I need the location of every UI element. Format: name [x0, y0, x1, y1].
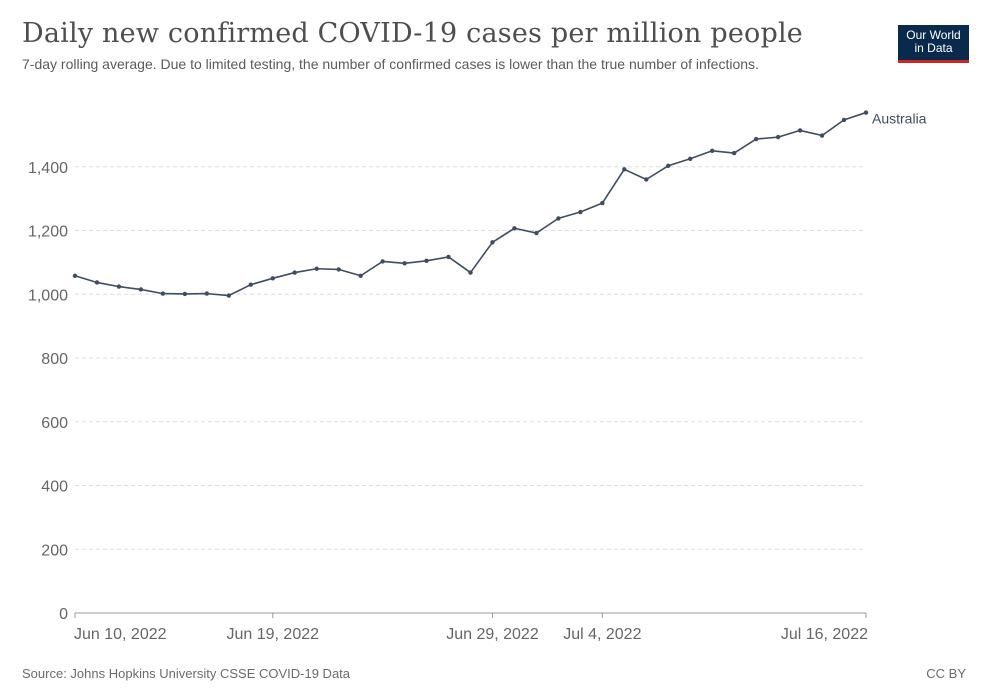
data-point — [753, 136, 759, 142]
x-tick-label: Jun 19, 2022 — [226, 626, 319, 643]
data-point — [248, 282, 253, 287]
data-point — [841, 117, 847, 123]
logo-line-1: Our World — [906, 28, 961, 42]
data-point — [446, 254, 451, 260]
y-tick-label: 0 — [59, 606, 68, 623]
data-point — [666, 163, 671, 168]
y-tick-label: 800 — [41, 351, 68, 368]
data-point — [226, 293, 232, 298]
data-point — [622, 167, 627, 172]
data-point — [709, 148, 715, 154]
data-point — [160, 291, 166, 296]
data-point — [402, 261, 407, 266]
data-point — [424, 258, 429, 263]
chart-subtitle: 7-day rolling average. Due to limited te… — [22, 56, 759, 72]
data-point — [270, 276, 275, 281]
data-point — [336, 267, 341, 272]
data-point — [182, 291, 188, 297]
data-point — [490, 240, 495, 245]
y-tick-label: 1,000 — [28, 287, 68, 304]
data-point — [204, 291, 210, 296]
y-tick-label: 1,200 — [28, 224, 68, 241]
logo-line-2: in Data — [914, 41, 953, 55]
x-tick-label: Jun 29, 2022 — [446, 626, 539, 643]
data-point — [819, 133, 825, 138]
x-tick-label: Jun 10, 2022 — [74, 626, 167, 643]
data-point — [534, 230, 539, 236]
x-tick-label: Jul 4, 2022 — [563, 626, 641, 643]
data-point — [731, 150, 737, 156]
data-point — [138, 287, 144, 292]
source-note[interactable]: Source: Johns Hopkins University CSSE CO… — [22, 666, 351, 681]
series-points — [72, 110, 869, 298]
axes: 0 200 400 600 800 1,000 1,200 1,400 Jun 10, 2022… — [28, 160, 868, 643]
data-point — [775, 134, 781, 140]
data-point — [556, 216, 561, 221]
owid-logo[interactable]: Our World in Data — [898, 25, 969, 63]
data-point — [94, 280, 100, 285]
data-point — [380, 259, 385, 264]
gridlines — [75, 166, 866, 550]
y-tick-label: 200 — [41, 542, 68, 559]
chart-title: Daily new confirmed COVID-19 cases per m… — [22, 18, 803, 49]
data-point — [358, 273, 363, 278]
series-line-australia — [74, 111, 867, 297]
data-point — [644, 177, 649, 182]
data-point — [688, 156, 693, 161]
license-label[interactable]: CC BY — [926, 666, 966, 681]
y-tick-label: 600 — [41, 415, 68, 432]
data-point — [72, 273, 78, 278]
data-point — [578, 209, 583, 215]
x-tick-label: Jul 16, 2022 — [781, 626, 868, 643]
y-tick-label: 400 — [41, 479, 68, 496]
data-point — [863, 110, 869, 115]
series-labels: Australia — [872, 111, 927, 127]
data-point — [797, 128, 803, 133]
data-point — [468, 270, 473, 275]
data-point — [512, 226, 517, 231]
data-point — [314, 266, 319, 271]
data-point — [116, 284, 122, 289]
data-point — [600, 200, 605, 206]
series-label-australia: Australia — [872, 111, 927, 127]
y-tick-label: 1,400 — [28, 160, 68, 177]
series-lines — [74, 111, 867, 297]
data-point — [292, 270, 297, 275]
